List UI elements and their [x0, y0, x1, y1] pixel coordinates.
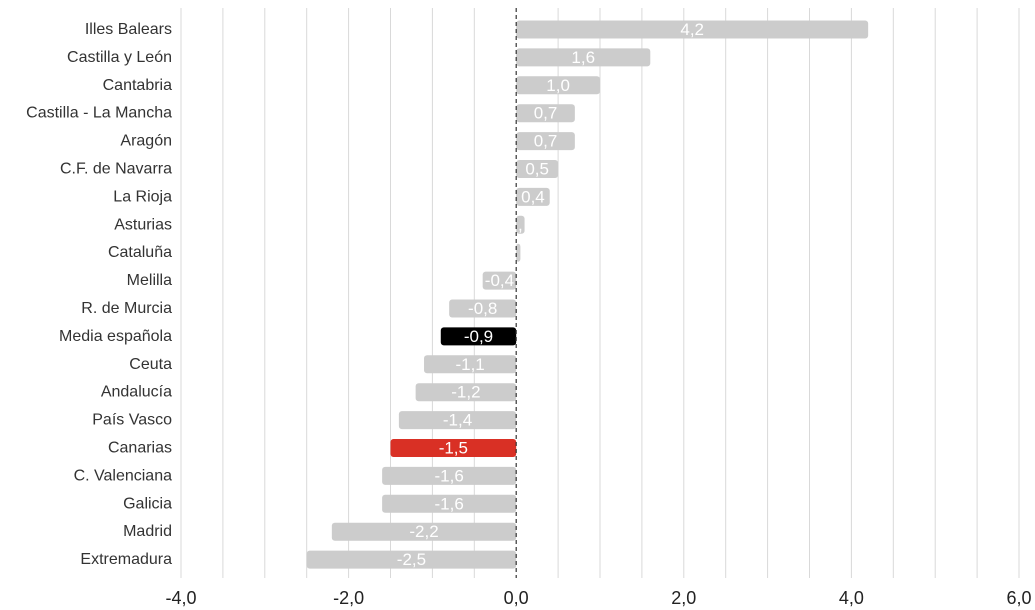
category-label: Canarias: [108, 440, 172, 457]
category-label: R. de Murcia: [81, 300, 172, 317]
value-label: -2,5: [397, 550, 426, 569]
value-label: 0,7: [534, 132, 558, 151]
category-label: Media española: [59, 328, 172, 345]
category-label: Asturias: [114, 216, 172, 233]
bar-c-valenciana: [382, 466, 517, 485]
x-tick-label: 6,0: [1006, 588, 1031, 608]
value-label: -0,4: [485, 271, 514, 290]
bar-canarias: [390, 439, 517, 457]
category-label: C.F. de Navarra: [60, 161, 172, 178]
category-label: Madrid: [123, 523, 172, 540]
category-label: Illes Balears: [85, 21, 172, 38]
value-labels: 4,2 1,61,0 0,7 0,7 0,5 0,4, -0,4 -0,8 -0,9 -1,1 -1…: [397, 20, 704, 569]
x-tick-label: -2,0: [333, 588, 364, 608]
bar-andaluc-a: [415, 383, 517, 402]
bar-la-rioja: [516, 187, 550, 206]
bar-c-f-de-navarra: [516, 160, 559, 178]
category-label: Galicia: [123, 495, 172, 512]
value-label: 0,7: [534, 104, 558, 123]
bar-illes-balears: [516, 20, 869, 39]
x-tick-label: 0,0: [504, 588, 529, 608]
x-tick-label: -4,0: [165, 588, 196, 608]
category-label: La Rioja: [113, 188, 172, 205]
bar-catalu-a: [516, 243, 521, 262]
value-label: 0,4: [521, 187, 545, 206]
value-label: -0,9: [464, 327, 493, 346]
value-label: -1,4: [443, 411, 472, 430]
bar-pa-s-vasco: [398, 411, 517, 430]
bar-castilla-y-le-n: [516, 48, 651, 67]
grid-lines: [180, 8, 1020, 578]
category-labels: Illes Balears Castilla y León Cantabria Cas…: [26, 21, 172, 568]
category-label: Extremadura: [80, 551, 172, 568]
category-label: Aragón: [120, 133, 172, 150]
category-label: C. Valenciana: [74, 467, 173, 484]
category-label: Melilla: [127, 272, 172, 289]
bar-madrid: [331, 522, 517, 541]
value-label: 1,6: [571, 48, 595, 67]
bar-ceuta: [424, 355, 517, 374]
value-label: -1,6: [435, 494, 464, 513]
bar-media-espa-ola: [440, 327, 517, 346]
bar-cantabria: [516, 76, 600, 95]
category-label: Castilla y León: [67, 49, 172, 66]
value-label: 1,0: [546, 76, 570, 95]
value-label: 0,5: [525, 160, 549, 179]
bar-galicia: [382, 494, 517, 513]
value-label: -1,5: [439, 439, 468, 458]
value-label: ,: [518, 215, 523, 234]
value-label: -1,1: [455, 355, 484, 374]
bars: [306, 20, 869, 569]
category-label: Cataluña: [108, 244, 172, 261]
bar-melilla: [482, 271, 517, 290]
bar-castilla-la-mancha: [516, 104, 575, 123]
x-tick-label: 2,0: [671, 588, 696, 608]
value-label: -1,2: [451, 383, 480, 402]
value-label: -0,8: [468, 299, 497, 318]
value-label: 4,2: [680, 20, 704, 39]
x-axis-ticks: -4,0 -2,0 0,0 2,0 4,0 6,0: [165, 588, 1031, 608]
bar-r-de-murcia: [449, 299, 517, 318]
category-label: Cantabria: [103, 77, 172, 94]
category-label: País Vasco: [92, 412, 172, 429]
bar-arag-n: [516, 132, 575, 151]
category-label: Andalucía: [101, 384, 172, 401]
x-tick-label: 4,0: [839, 588, 864, 608]
bar-asturias: [516, 215, 525, 234]
category-label: Castilla - La Mancha: [26, 105, 172, 122]
bar-extremadura: [306, 550, 517, 569]
value-label: -2,2: [409, 522, 438, 541]
value-label: -1,6: [435, 466, 464, 485]
category-label: Ceuta: [129, 356, 172, 373]
